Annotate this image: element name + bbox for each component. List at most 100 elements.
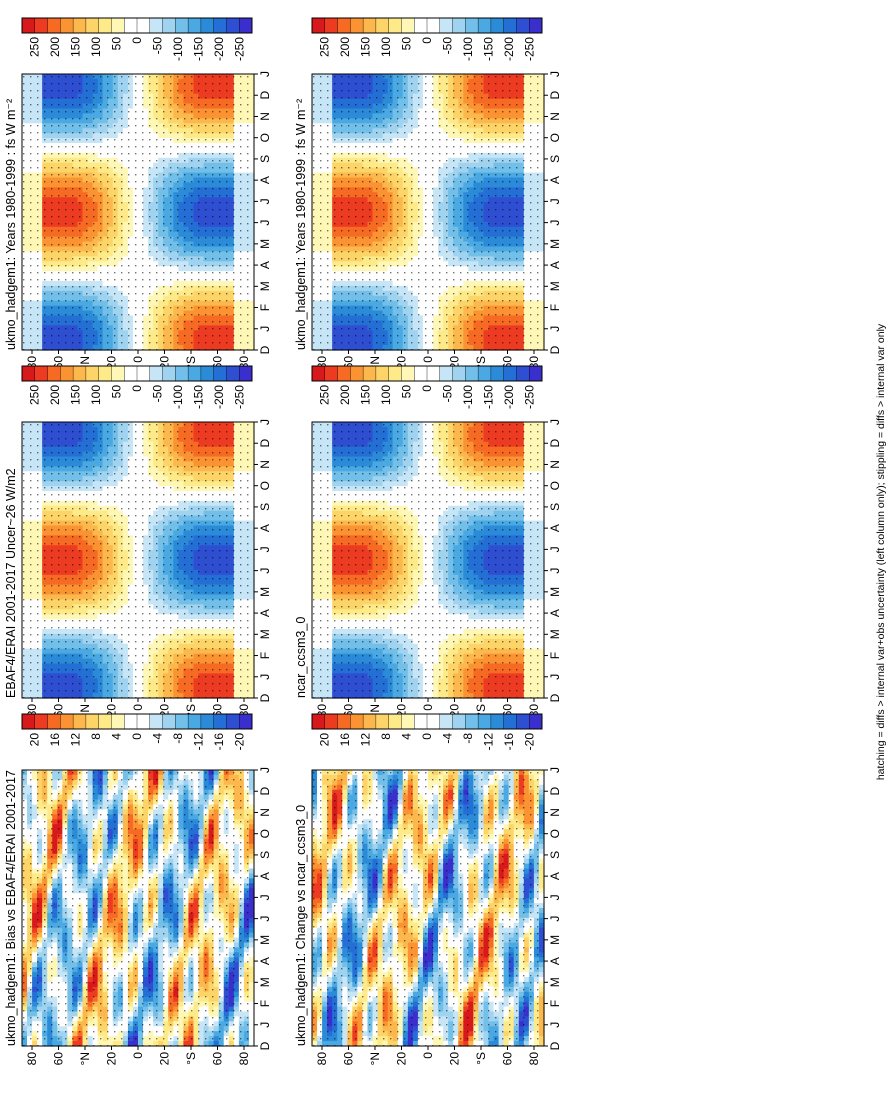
colorbar-swatch bbox=[516, 17, 530, 34]
x-tick-label: M bbox=[258, 629, 272, 639]
colorbar-swatch bbox=[162, 713, 176, 730]
colorbar-swatch bbox=[72, 17, 87, 34]
colorbar-swatch bbox=[311, 713, 326, 730]
colorbar-swatch bbox=[60, 17, 74, 34]
colorbar-swatch bbox=[124, 17, 138, 34]
colorbar-label: 250 bbox=[317, 385, 331, 405]
x-tick-label: N bbox=[548, 460, 562, 469]
x-tick-label: A bbox=[258, 957, 272, 965]
colorbar-label: -12 bbox=[482, 733, 496, 751]
colorbar-label: 200 bbox=[338, 385, 352, 405]
colorbar-label: 250 bbox=[27, 37, 41, 57]
colorbar-swatch bbox=[401, 713, 415, 730]
colorbar-swatch bbox=[226, 713, 240, 730]
x-tick-label: A bbox=[258, 261, 272, 269]
colorbar-label: -150 bbox=[482, 37, 496, 61]
figure-footnote: hatching = diffs > internal var+obs unce… bbox=[875, 323, 887, 780]
colorbar-swatch bbox=[439, 713, 454, 730]
colorbar-label: -20 bbox=[233, 733, 247, 751]
colorbar-swatch bbox=[324, 365, 339, 382]
colorbar-label: -8 bbox=[171, 733, 185, 744]
colorbar-swatch bbox=[213, 365, 227, 382]
x-tick-label: O bbox=[548, 133, 562, 142]
colorbar-label: -50 bbox=[440, 385, 454, 403]
colorbar-label: -16 bbox=[502, 733, 516, 751]
colorbar-swatch bbox=[175, 713, 189, 730]
x-tick-label: M bbox=[548, 629, 562, 639]
x-tick-label: O bbox=[548, 829, 562, 838]
colorbar-swatch bbox=[311, 365, 326, 382]
colorbar-swatch bbox=[516, 365, 530, 382]
colorbar-label: -150 bbox=[192, 385, 206, 409]
colorbar-label: 0 bbox=[130, 37, 144, 44]
colorbar: 250 200 150 100 50 0 -50 -100 -150 -200 -250 bbox=[311, 17, 543, 61]
x-tick-label: S bbox=[548, 503, 562, 511]
x-tick-label: N bbox=[258, 112, 272, 121]
x-tick-label: F bbox=[548, 304, 562, 311]
x-tick-label: M bbox=[258, 281, 272, 291]
colorbar-label: 150 bbox=[358, 385, 372, 405]
x-tick-label: A bbox=[548, 957, 562, 965]
colorbar-swatch bbox=[47, 365, 61, 382]
colorbar-swatch bbox=[60, 713, 74, 730]
colorbar-swatch bbox=[21, 713, 36, 730]
y-tick-label: 0 bbox=[421, 704, 435, 711]
colorbar-swatch bbox=[149, 713, 164, 730]
colorbar-swatch bbox=[34, 365, 49, 382]
stippling-overlay bbox=[312, 770, 544, 1046]
colorbar-swatch bbox=[375, 713, 390, 730]
x-tick-label: F bbox=[258, 652, 272, 659]
y-tick-label: 20 bbox=[395, 1052, 409, 1066]
x-tick-label: F bbox=[258, 304, 272, 311]
colorbar-swatch bbox=[337, 365, 351, 382]
colorbar-swatch bbox=[439, 17, 454, 34]
colorbar-swatch bbox=[175, 365, 189, 382]
x-tick-label: D bbox=[258, 693, 272, 702]
x-tick-label: J bbox=[548, 326, 562, 332]
colorbar-label: 0 bbox=[420, 385, 434, 392]
colorbar: 20 16 12 8 4 0 -4 -8 -12 -16 -20 bbox=[21, 713, 253, 751]
x-tick-label: A bbox=[258, 524, 272, 532]
colorbar-swatch bbox=[452, 713, 466, 730]
x-tick-label: J bbox=[258, 916, 272, 922]
panel-title: ukmo_hadgem1: Change vs ncar_ccsm3_0 bbox=[294, 805, 308, 1046]
colorbar-swatch bbox=[414, 365, 428, 382]
x-tick-label: D bbox=[258, 91, 272, 100]
colorbar-label: 100 bbox=[379, 37, 393, 57]
x-tick-label: M bbox=[548, 281, 562, 291]
x-tick-label: A bbox=[258, 872, 272, 880]
colorbar-swatch bbox=[239, 17, 253, 34]
x-tick-label: D bbox=[548, 345, 562, 354]
colorbar-swatch bbox=[72, 365, 87, 382]
colorbar: 250 200 150 100 50 0 -50 -100 -150 -200 -250 bbox=[311, 365, 543, 409]
x-tick-label: A bbox=[548, 261, 562, 269]
colorbar-swatch bbox=[85, 713, 100, 730]
x-tick-label: S bbox=[548, 851, 562, 859]
colorbar-label: -50 bbox=[440, 37, 454, 55]
x-tick-label: A bbox=[548, 176, 562, 184]
x-tick-label: J bbox=[258, 198, 272, 204]
x-tick-label: S bbox=[258, 851, 272, 859]
colorbar-swatch bbox=[529, 17, 543, 34]
colorbar-label: 200 bbox=[338, 37, 352, 57]
colorbar-label: 4 bbox=[399, 733, 413, 740]
colorbar-label: -200 bbox=[212, 37, 226, 61]
colorbar-swatch bbox=[72, 713, 87, 730]
colorbar-swatch bbox=[85, 17, 100, 34]
colorbar-label: 8 bbox=[89, 733, 103, 740]
x-tick-label: J bbox=[548, 568, 562, 574]
colorbar-swatch bbox=[503, 17, 517, 34]
x-tick-label: M bbox=[258, 239, 272, 249]
colorbar-label: -250 bbox=[523, 385, 537, 409]
colorbar-label: -150 bbox=[192, 37, 206, 61]
colorbar-swatch bbox=[426, 17, 441, 34]
y-tick-label: 80 bbox=[237, 1052, 251, 1066]
stippling-overlay bbox=[312, 422, 544, 698]
colorbar-swatch bbox=[465, 713, 479, 730]
x-tick-label: O bbox=[258, 133, 272, 142]
stippling-overlay bbox=[312, 74, 544, 350]
colorbar-swatch bbox=[516, 713, 530, 730]
panel-title: ukmo_hadgem1: Bias vs EBAF4/ERAI 2001-20… bbox=[4, 770, 18, 1046]
colorbar-label: 100 bbox=[89, 37, 103, 57]
colorbar-label: 12 bbox=[358, 733, 372, 747]
